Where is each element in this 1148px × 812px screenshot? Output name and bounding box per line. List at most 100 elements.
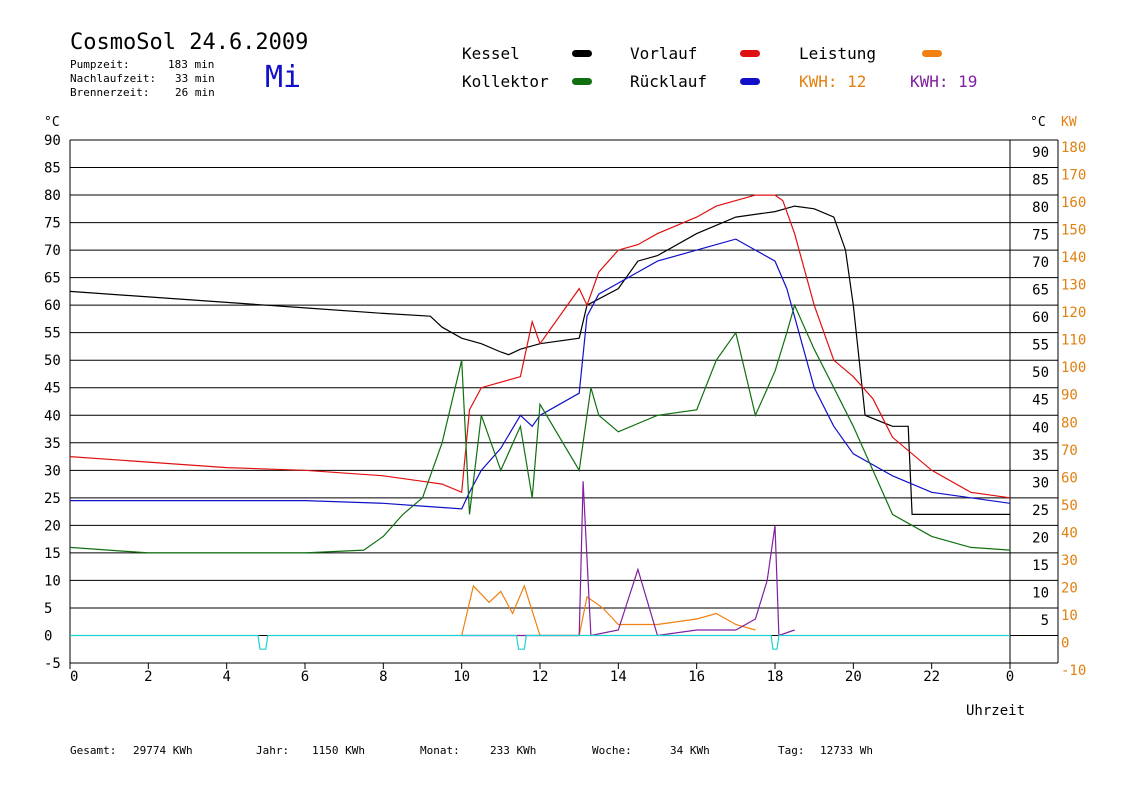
legend-leistung-swatch	[922, 50, 942, 57]
x-tick-label: 18	[767, 669, 784, 685]
stat-pumpzeit-value: 183 min	[168, 58, 215, 71]
y-tick-left: 65	[44, 271, 61, 287]
x-tick-label: 0	[1006, 669, 1014, 685]
y-tick-left: 25	[44, 491, 61, 507]
y-tick-left: 60	[44, 298, 61, 314]
y-tick-right-c: 40	[1032, 420, 1049, 436]
y-tick-right-kw: 140	[1061, 250, 1086, 266]
y-tick-right-kw: 90	[1061, 388, 1078, 404]
y-tick-right-c: 80	[1032, 200, 1049, 216]
y-tick-left: 5	[44, 601, 52, 617]
y-tick-right-kw: 50	[1061, 498, 1078, 514]
y-tick-right-kw: 0	[1061, 635, 1069, 651]
y-tick-right-c: 75	[1032, 228, 1049, 244]
stat-nachlaufzeit-label: Nachlaufzeit:	[70, 72, 157, 85]
stat-pumpzeit-label: Pumpzeit:	[70, 58, 130, 71]
y-tick-right-kw: 30	[1061, 553, 1078, 569]
stat-brennerzeit-label: Brennerzeit:	[70, 86, 150, 99]
y-axis-label-left: °C	[44, 115, 60, 130]
legend-kessel-label: Kessel	[462, 44, 520, 63]
footer-monat-label: Monat:	[420, 744, 460, 757]
x-tick-label: 4	[222, 669, 230, 685]
legend-leistung-label: Leistung	[799, 44, 877, 63]
y-tick-right-c: 5	[1041, 613, 1049, 629]
y-tick-left: 85	[44, 161, 61, 177]
footer-monat-value: 233 KWh	[490, 744, 537, 757]
y-tick-right-c: 20	[1032, 530, 1049, 546]
y-tick-right-kw: -10	[1061, 663, 1086, 679]
series-line-6	[70, 634, 1010, 650]
x-tick-label: 12	[532, 669, 549, 685]
y-tick-right-c: 35	[1032, 448, 1049, 464]
x-tick-label: 10	[453, 669, 470, 685]
y-tick-left: 70	[44, 243, 61, 259]
x-tick-label: 2	[144, 669, 152, 685]
y-tick-left: 30	[44, 463, 61, 479]
legend-kollektor-swatch	[572, 78, 592, 85]
legend-kessel-swatch	[572, 50, 592, 57]
y-tick-right-kw: 10	[1061, 608, 1078, 624]
x-axis-label: Uhrzeit	[966, 703, 1025, 719]
footer-jahr-label: Jahr:	[256, 744, 290, 757]
footer-woche-value: 34 KWh	[670, 744, 710, 757]
x-tick-label: 16	[688, 669, 705, 685]
y-tick-right-c: 45	[1032, 393, 1049, 409]
series-line-4	[461, 584, 756, 637]
y-tick-right-c: 60	[1032, 310, 1049, 326]
y-tick-right-c: 90	[1032, 145, 1049, 161]
legend-ruecklauf-label: Rücklauf	[630, 72, 708, 91]
y-tick-right-c: 50	[1032, 365, 1049, 381]
y-tick-right-kw: 80	[1061, 415, 1078, 431]
y-tick-right-kw: 110	[1061, 333, 1086, 349]
y-tick-left: 55	[44, 326, 61, 342]
x-tick-label: 20	[845, 669, 862, 685]
y-tick-left: 15	[44, 546, 61, 562]
legend-ruecklauf-swatch	[740, 78, 760, 85]
y-tick-right-kw: 120	[1061, 305, 1086, 321]
y-tick-right-c: 30	[1032, 475, 1049, 491]
y-tick-left: -5	[44, 656, 61, 672]
y-tick-left: 75	[44, 216, 61, 232]
y-tick-right-kw: 130	[1061, 278, 1086, 294]
stat-nachlaufzeit-value: 33 min	[175, 72, 215, 85]
y-tick-right-c: 15	[1032, 558, 1049, 574]
y-tick-right-c: 65	[1032, 283, 1049, 299]
footer-gesamt-label: Gesamt:	[70, 744, 117, 757]
footer-gesamt-value: 29774 KWh	[133, 744, 193, 757]
y-tick-right-c: 85	[1032, 173, 1049, 189]
x-tick-label: 8	[379, 669, 387, 685]
y-tick-left: 20	[44, 518, 61, 534]
legend-kwh-orange: KWH: 12	[799, 72, 867, 91]
y-tick-left: 90	[44, 133, 61, 149]
y-tick-right-kw: 180	[1061, 140, 1086, 156]
legend-kwh-purple: KWH: 19	[910, 72, 978, 91]
x-tick-label: 6	[301, 669, 309, 685]
footer-tag-label: Tag:	[778, 744, 805, 757]
x-tick-label: 14	[610, 669, 627, 685]
y-axis-label-right-c: °C	[1030, 115, 1046, 130]
y-tick-left: 50	[44, 353, 61, 369]
series-line-1	[69, 194, 1011, 499]
y-tick-right-kw: 70	[1061, 443, 1078, 459]
y-tick-right-c: 55	[1032, 338, 1049, 354]
y-tick-left: 10	[44, 573, 61, 589]
chart-title: CosmoSol 24.6.2009	[70, 30, 309, 55]
weekday-label: Mi	[265, 60, 302, 95]
stat-brennerzeit-value: 26 min	[175, 86, 215, 99]
x-tick-label: 0	[70, 669, 78, 685]
y-axis-label-right-kw: KW	[1061, 115, 1077, 130]
y-tick-right-c: 70	[1032, 255, 1049, 271]
footer-woche-label: Woche:	[592, 744, 632, 757]
y-tick-right-kw: 170	[1061, 168, 1086, 184]
legend-kollektor-label: Kollektor	[462, 72, 549, 91]
y-tick-left: 0	[44, 628, 52, 644]
series-line-3	[69, 303, 1011, 554]
y-tick-right-c: 25	[1032, 503, 1049, 519]
legend-vorlauf-swatch	[740, 50, 760, 57]
series-line-2	[70, 238, 1011, 510]
y-tick-left: 40	[44, 408, 61, 424]
y-tick-right-kw: 100	[1061, 360, 1086, 376]
footer-jahr-value: 1150 KWh	[312, 744, 365, 757]
y-tick-right-kw: 40	[1061, 525, 1078, 541]
